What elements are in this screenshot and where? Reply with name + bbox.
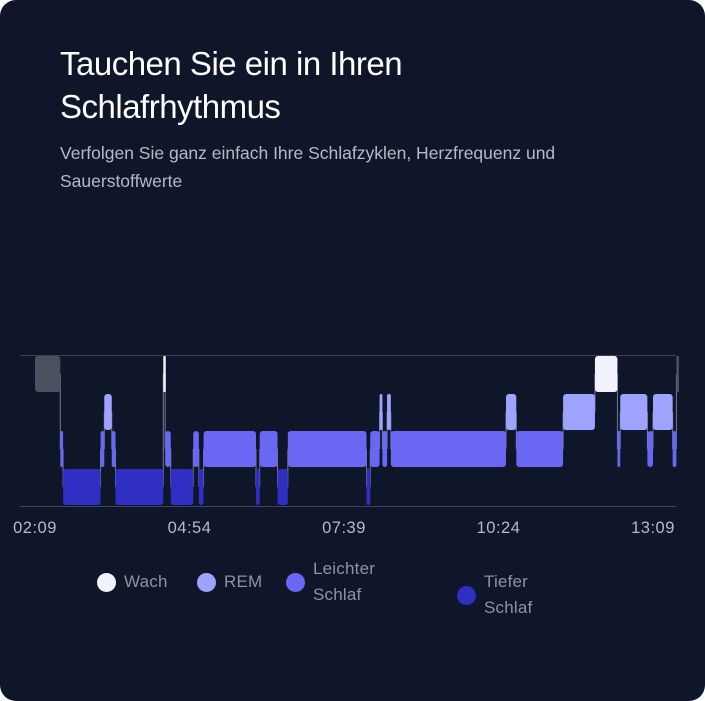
segment-tief [115,469,164,505]
segment-leicht [617,431,621,467]
segment-rem [653,394,673,430]
legend-label: Leichter Schlaf [313,559,376,604]
x-tick-label: 10:24 [477,519,521,537]
hypnogram-chart: 02:09 04:54 07:39 10:24 13:09 [13,355,679,537]
segment-wach [676,356,679,392]
segment-leicht [193,431,199,467]
segment-rem [379,394,383,430]
legend-item-tief: Tiefer Schlaf [457,569,532,621]
segment-leicht [165,431,171,467]
segment-wach [594,356,618,392]
segment-tief [277,469,288,505]
segment-leicht [647,431,653,467]
segment-wach [35,356,61,392]
legend-item-wach: Wach [97,569,168,595]
x-tick-label: 02:09 [13,519,57,537]
segment-rem [104,394,112,430]
segment-leicht [390,431,506,467]
page-subtitle: Verfolgen Sie ganz einfach Ihre Schlafzy… [60,143,556,191]
segment-tief [170,469,194,505]
legend-label: Tiefer Schlaf [484,572,533,617]
segment-leicht [287,431,367,467]
legend-item-leicht: Leichter Schlaf [286,556,393,608]
segment-leicht [382,431,388,467]
segment-tief [255,469,260,505]
segment-leicht [259,431,278,467]
legend-label: Wach [124,572,168,591]
x-tick-label: 07:39 [322,519,366,537]
segment-tief [366,469,371,505]
legend-dot [286,572,305,592]
legend-dot [97,572,116,592]
x-tick-label: 13:09 [631,519,675,537]
segment-wach [163,356,166,392]
segment-leicht [370,431,380,467]
legend-label: REM [224,572,263,591]
segment-leicht [203,431,256,467]
hypnogram-bars [35,356,679,505]
chart-frame [20,355,676,507]
segment-tief [198,469,204,505]
segment-rem [620,394,648,430]
segment-leicht [516,431,564,467]
page-title: Tauchen Sie ein in Ihren Schlafrhythmus [60,45,403,125]
segment-leicht [111,431,116,467]
segment-leicht [60,431,64,467]
segment-leicht [100,431,105,467]
legend-dot [457,585,476,605]
segment-tief [63,469,101,505]
x-tick-label: 04:54 [168,519,212,537]
legend-item-rem: REM [197,569,262,595]
segment-leicht [672,431,677,467]
segment-rem [563,394,595,430]
legend-dot [197,572,216,592]
x-axis: 02:09 04:54 07:39 10:24 13:09 [13,519,675,537]
segment-rem [505,394,517,430]
segment-rem [387,394,391,430]
